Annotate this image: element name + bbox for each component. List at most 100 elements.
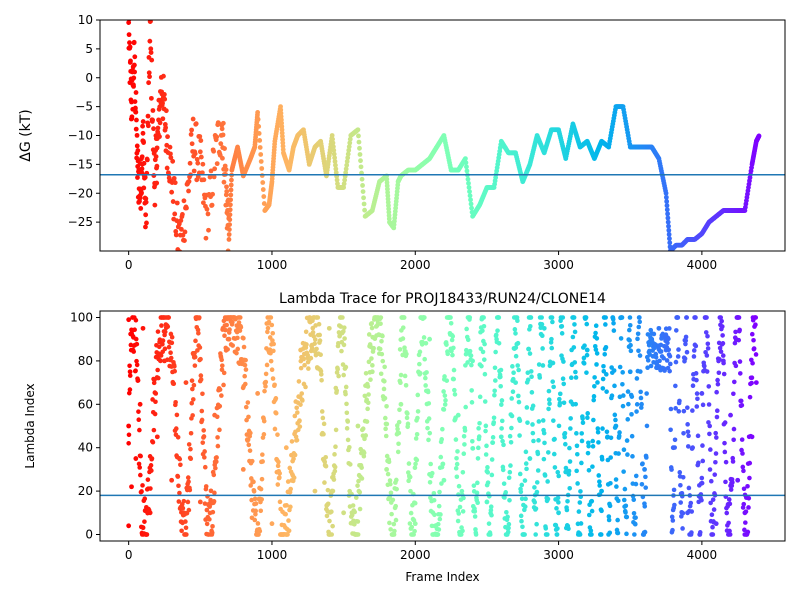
data-point (326, 325, 332, 331)
data-point (126, 317, 132, 323)
data-point (468, 201, 474, 207)
data-point (509, 425, 514, 431)
data-point (258, 152, 264, 157)
data-point (491, 415, 497, 421)
data-point (202, 455, 207, 460)
data-point (603, 345, 609, 350)
data-point (469, 388, 474, 393)
data-point (566, 472, 572, 477)
data-point (394, 486, 399, 492)
data-point (686, 433, 691, 439)
data-point (127, 44, 133, 50)
data-point (335, 181, 340, 187)
data-point (359, 465, 364, 470)
data-point (499, 426, 504, 431)
data-point (471, 483, 477, 488)
data-point (714, 414, 720, 420)
data-point (237, 328, 243, 333)
data-point (691, 348, 697, 353)
data-point (403, 383, 409, 388)
data-point (327, 518, 332, 524)
data-point (450, 352, 455, 358)
data-point (184, 532, 189, 537)
data-point (268, 358, 274, 364)
data-point (243, 357, 248, 363)
data-point (449, 337, 455, 343)
data-point (409, 524, 415, 530)
data-point (533, 532, 538, 537)
data-point (411, 517, 417, 523)
data-point (437, 516, 443, 522)
data-point (488, 507, 494, 513)
data-point (363, 370, 369, 376)
data-point (624, 438, 630, 443)
data-point (623, 510, 628, 515)
data-point (267, 347, 273, 352)
data-point (224, 189, 230, 194)
data-point (508, 463, 513, 468)
data-point (249, 458, 255, 464)
data-point (245, 437, 251, 443)
data-point (584, 321, 590, 327)
data-point (586, 512, 592, 518)
data-point (420, 339, 425, 345)
data-point (332, 159, 338, 164)
data-point (484, 443, 489, 449)
data-point (257, 138, 263, 143)
data-point (211, 148, 217, 154)
data-point (342, 336, 347, 341)
data-point (263, 384, 268, 389)
data-point (475, 445, 481, 451)
data-point (611, 320, 616, 326)
data-point (529, 390, 535, 395)
data-point (261, 194, 267, 199)
data-point (444, 342, 449, 347)
data-point (226, 227, 232, 232)
data-point (505, 514, 510, 520)
data-point (653, 354, 659, 360)
data-point (173, 399, 178, 405)
data-point (531, 438, 536, 444)
data-point (185, 499, 191, 505)
data-point (717, 345, 723, 351)
data-point (667, 326, 672, 331)
data-point (523, 496, 528, 502)
data-point (607, 530, 613, 536)
data-point (382, 395, 388, 401)
data-point (243, 367, 249, 372)
points-group (126, 315, 759, 537)
data-point (140, 130, 146, 136)
data-point (456, 483, 462, 489)
data-point (467, 315, 473, 320)
data-point (537, 375, 543, 380)
data-point (682, 356, 688, 361)
data-point (141, 185, 147, 191)
data-point (343, 384, 349, 390)
data-point (206, 227, 211, 233)
data-point (658, 349, 664, 354)
data-point (672, 437, 678, 443)
data-point (525, 420, 530, 425)
data-point (197, 499, 203, 505)
data-point (413, 461, 418, 467)
data-point (637, 353, 643, 358)
data-point (608, 435, 614, 441)
data-point (139, 489, 144, 494)
data-point (371, 345, 376, 351)
data-point (205, 211, 211, 217)
data-point (621, 393, 626, 398)
data-point (431, 490, 437, 496)
data-point (193, 338, 198, 344)
data-point (546, 406, 551, 412)
data-point (384, 453, 390, 459)
data-point (368, 377, 373, 382)
data-point (528, 315, 534, 320)
data-point (297, 418, 302, 423)
data-point (180, 212, 185, 217)
data-point (693, 315, 698, 320)
data-point (243, 381, 248, 387)
data-point (131, 62, 137, 68)
data-point (165, 324, 171, 329)
data-point (506, 475, 512, 481)
data-point (205, 253, 210, 258)
